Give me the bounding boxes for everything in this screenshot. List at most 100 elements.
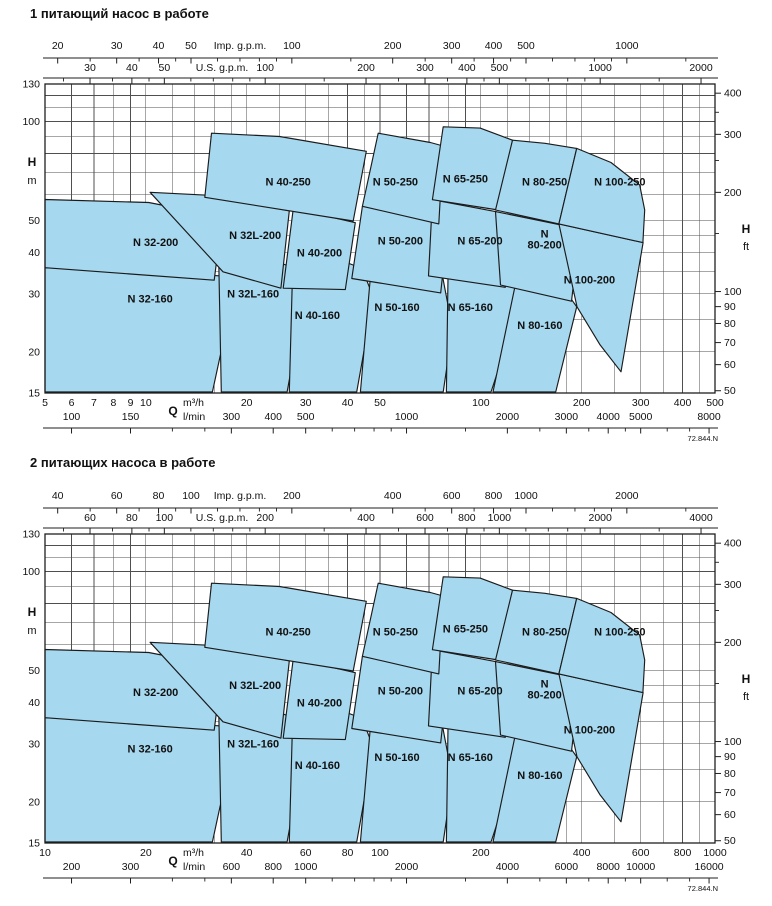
zone-label: N 80-160 — [517, 770, 562, 782]
zone-label: N 50-200 — [378, 235, 423, 247]
flow-axis-label: Q — [168, 404, 177, 418]
tick-label: 1000 — [589, 62, 613, 74]
tick-label: 300 — [632, 397, 650, 409]
tick-label: 200 — [256, 512, 274, 524]
tick-label: 60 — [724, 359, 736, 371]
tick-label: 40 — [153, 40, 165, 52]
zone-label: N 65-250 — [443, 174, 488, 186]
zone-label: N 40-200 — [297, 698, 342, 710]
axis-unit-label: U.S. g.p.m. — [196, 512, 249, 524]
tick-label: 500 — [297, 411, 315, 423]
tick-label: 500 — [491, 62, 509, 74]
head-axis-label: H — [28, 155, 37, 169]
tick-label: 200 — [384, 40, 402, 52]
zone-label: N 32-160 — [128, 294, 173, 306]
right-axis-ft: 400 300 200 100 90 80 70 60 50 Hft — [715, 538, 750, 847]
tick-label: 2000 — [615, 490, 639, 502]
tick-label: 100 — [724, 286, 742, 298]
tick-label: 40 — [28, 247, 40, 259]
zone-label: N 32-200 — [133, 237, 178, 249]
tick-label: 4000 — [597, 411, 621, 423]
tick-label: 20 — [28, 346, 40, 358]
tick-label: 80 — [724, 318, 736, 330]
tick-label: 130 — [22, 529, 40, 541]
bottom-axis-m3h: 5 6 7 8 9 10 20 30 40 50 100 200 300 400 500 Qm³/h l/min — [42, 397, 724, 423]
tick-label: 70 — [724, 337, 736, 349]
tick-label: 1000 — [488, 512, 512, 524]
bottom-axis-lmin: 100 150 300 400 500 1000 2000 3000 4000 5000 8000 — [43, 411, 721, 434]
us-gpm-axis: 60 80 100 200 400 600 800 1000 2000 4000 U.S. g.p.… — [43, 512, 718, 534]
flow-axis-label: Q — [168, 854, 177, 868]
zone-label: N 100-200 — [564, 275, 615, 287]
tick-label: 1000 — [615, 40, 639, 52]
tick-label: 20 — [140, 847, 152, 859]
tick-label: 400 — [458, 62, 476, 74]
tick-label: 30 — [84, 62, 96, 74]
tick-label: 400 — [724, 88, 742, 100]
pump-zone-n-32l-200 — [149, 191, 290, 289]
tick-label: 8000 — [597, 861, 621, 873]
tick-label: 30 — [300, 397, 312, 409]
zone-label: N 80-200 — [527, 678, 561, 701]
chart-1: N 32-160 N 32L-160 N 40-160 N 50-160 N 65-16… — [22, 40, 750, 443]
tick-label: 50 — [185, 40, 197, 52]
us-gpm-axis: 30 40 50 100 200 300 400 500 1000 2000 U.S. g.p.m. — [43, 62, 718, 84]
tick-label: 100 — [22, 116, 40, 128]
axis-unit-label: U.S. g.p.m. — [196, 62, 249, 74]
bottom-axis-m3h: 10 20 40 60 80 100 200 400 600 800 1000 Qm³/h l/min — [39, 847, 727, 873]
tick-label: 60 — [724, 809, 736, 821]
head-axis-label: H — [28, 605, 37, 619]
tick-label: 16000 — [694, 861, 723, 873]
tick-label: 20 — [241, 397, 253, 409]
chart-2: N 32-160 N 32L-160 N 40-160 N 50-160 N 65-16… — [22, 490, 750, 893]
m3h-unit-label: m³/h — [183, 397, 204, 409]
zone-label: N 32-200 — [133, 687, 178, 699]
zone-label: N 65-160 — [448, 752, 493, 764]
tick-label: 50 — [159, 62, 171, 74]
tick-label: 500 — [517, 40, 535, 52]
head-axis-label: H — [742, 222, 751, 236]
tick-label: 2000 — [496, 411, 520, 423]
pump-zone-n-32-160 — [44, 267, 233, 393]
meters-unit-label: m — [27, 625, 36, 637]
tick-label: 200 — [63, 861, 81, 873]
zone-label: N 100-250 — [594, 626, 645, 638]
tick-label: 100 — [724, 736, 742, 748]
tick-label: 20 — [28, 796, 40, 808]
zone-label: N 65-200 — [457, 235, 502, 247]
tick-label: 400 — [485, 40, 503, 52]
tick-label: 10 — [140, 397, 152, 409]
tick-label: 1000 — [703, 847, 727, 859]
tick-label: 600 — [416, 512, 434, 524]
tick-label: 150 — [122, 411, 140, 423]
zone-label: N 50-200 — [378, 685, 423, 697]
bottom-axis-lmin: 200 300 600 800 1000 2000 4000 6000 8000 10000 160… — [43, 861, 724, 884]
tick-label: 200 — [472, 847, 490, 859]
tick-label: 200 — [283, 490, 301, 502]
tick-label: 30 — [28, 288, 40, 300]
zone-label: N 80-160 — [517, 320, 562, 332]
tick-label: 50 — [724, 835, 736, 847]
zone-label: N 100-200 — [564, 725, 615, 737]
pump-zones: N 32-160 N 32L-160 N 40-160 N 50-160 N 65-16… — [44, 576, 646, 843]
pump-zones: N 32-160 N 32L-160 N 40-160 N 50-160 N 65-16… — [44, 126, 646, 393]
tick-label: 6000 — [555, 861, 579, 873]
tick-label: 40 — [342, 397, 354, 409]
plot-border — [44, 533, 716, 844]
tick-label: 2000 — [589, 512, 613, 524]
zone-label: N 50-250 — [373, 176, 418, 188]
imp-gpm-axis: 40 60 80 100 200 400 600 800 1000 2000 Imp. g.p.m. — [43, 490, 718, 514]
tick-label: 10000 — [626, 861, 655, 873]
tick-label: 2000 — [395, 861, 419, 873]
zone-label: N 65-250 — [443, 624, 488, 636]
tick-label: 40 — [52, 490, 64, 502]
tick-label: 7 — [91, 397, 97, 409]
zone-label: N 32L-160 — [227, 289, 279, 301]
tick-label: 800 — [458, 512, 476, 524]
tick-label: 100 — [182, 490, 200, 502]
lmin-unit-label: l/min — [183, 861, 205, 873]
tick-label: 300 — [724, 129, 742, 141]
zone-label: N 50-250 — [373, 626, 418, 638]
tick-label: 600 — [443, 490, 461, 502]
pump-zone-n-40-250 — [204, 132, 367, 222]
